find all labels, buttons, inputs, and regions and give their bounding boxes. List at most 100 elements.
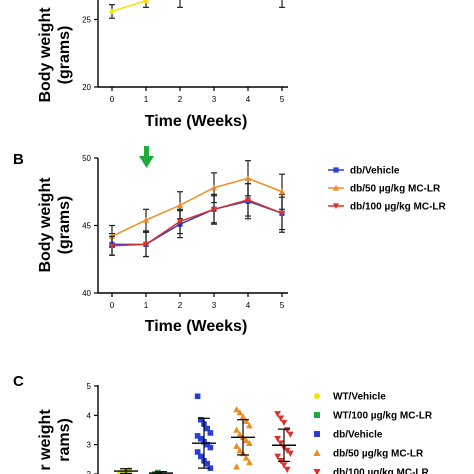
data-point bbox=[198, 436, 204, 442]
data-point bbox=[277, 440, 285, 447]
data-point bbox=[204, 441, 210, 448]
data-point bbox=[283, 466, 291, 473]
data-point bbox=[274, 453, 281, 460]
y-tick-label: 45 bbox=[82, 222, 91, 231]
data-point bbox=[142, 216, 150, 223]
legend-label: WT/Vehicle bbox=[333, 392, 386, 403]
data-point bbox=[287, 431, 294, 438]
y-tick-label: 5 bbox=[87, 382, 92, 391]
legend-item: WT/100 µg/kg MC-LR bbox=[314, 411, 433, 422]
x-tick-label: 4 bbox=[246, 301, 251, 310]
data-point bbox=[246, 439, 253, 446]
data-point bbox=[280, 462, 288, 469]
data-point bbox=[207, 465, 214, 471]
legend-label: db/Vehicle bbox=[333, 430, 383, 441]
data-point bbox=[274, 436, 281, 443]
data-point bbox=[246, 422, 253, 429]
panel-a: Body weight (grams) 20 25 0 1 2 3 4 5 Time (We… bbox=[37, 0, 288, 130]
legend-label: db/50 µg/kg MC-LR bbox=[350, 184, 441, 195]
y-tick-label: 4 bbox=[87, 411, 92, 420]
error-bar bbox=[177, 0, 183, 8]
legend-item: db/100 µg/kg MC-LR bbox=[328, 202, 447, 213]
data-point bbox=[143, 0, 149, 4]
data-point bbox=[287, 450, 294, 457]
data-point bbox=[204, 425, 210, 432]
data-point bbox=[207, 444, 214, 451]
y-tick-label: 2 bbox=[87, 470, 92, 474]
series-line bbox=[111, 0, 147, 13]
x-tick-label: 2 bbox=[178, 301, 183, 310]
legend-marker bbox=[332, 203, 340, 210]
data-point bbox=[236, 409, 244, 416]
y-tick-label: 40 bbox=[82, 289, 91, 298]
data-point bbox=[274, 411, 281, 418]
data-point bbox=[244, 175, 252, 181]
data-point bbox=[242, 454, 250, 461]
x-tick-label: 3 bbox=[212, 301, 217, 310]
legend-item: WT/Vehicle bbox=[314, 392, 386, 403]
data-point bbox=[142, 241, 150, 248]
panel-a-x-title: Time (Weeks) bbox=[145, 113, 248, 130]
legend-marker bbox=[314, 431, 320, 437]
legend-marker bbox=[313, 449, 321, 456]
data-point bbox=[108, 243, 116, 249]
panel-a-y-title-line1: Body weight bbox=[37, 7, 54, 103]
data-point bbox=[242, 417, 250, 424]
legend-marker bbox=[314, 412, 320, 418]
x-tick-label: 1 bbox=[144, 95, 149, 104]
error-bar bbox=[279, 0, 285, 8]
data-point bbox=[198, 416, 204, 423]
x-tick-label: 5 bbox=[280, 301, 285, 310]
panel-c-y-title-line1: r weight bbox=[37, 409, 54, 471]
legend-item: db/50 µg/kg MC-LR bbox=[328, 184, 441, 195]
data-point bbox=[207, 430, 214, 436]
data-point bbox=[210, 184, 218, 191]
legend-item: db/Vehicle bbox=[314, 430, 383, 441]
data-point bbox=[244, 197, 252, 203]
data-point bbox=[239, 413, 247, 420]
series-line bbox=[111, 177, 283, 237]
data-point bbox=[236, 447, 244, 454]
y-tick-label: 3 bbox=[87, 441, 92, 450]
data-point bbox=[176, 202, 184, 208]
legend-item: db/50 µg/kg MC-LR bbox=[313, 449, 424, 460]
series-line bbox=[111, 199, 283, 247]
data-point bbox=[277, 415, 285, 422]
data-point bbox=[280, 419, 288, 427]
legend-label: db/100 µg/kg MC-LR bbox=[350, 202, 447, 213]
legend-marker bbox=[332, 184, 340, 191]
panel-a-y-title-line2: (grams) bbox=[56, 26, 73, 85]
panel-c-y-title-line2: rams) bbox=[56, 418, 73, 462]
x-tick-label: 0 bbox=[110, 95, 115, 104]
data-point bbox=[233, 426, 240, 433]
data-point bbox=[236, 431, 244, 438]
data-point bbox=[194, 433, 201, 439]
x-tick-label: 0 bbox=[110, 301, 115, 310]
y-tick-label: 20 bbox=[82, 83, 91, 92]
legend-item: db/100 µg/kg MC-LR bbox=[313, 468, 430, 474]
data-point bbox=[242, 436, 250, 444]
legend-label: db/Vehicle bbox=[350, 166, 400, 177]
x-tick-label: 2 bbox=[178, 95, 183, 104]
x-tick-label: 1 bbox=[144, 301, 149, 310]
data-point bbox=[233, 463, 240, 470]
panel-c: C r weight rams) 2 3 4 5 WT/Vehicle WT/100 µ… bbox=[13, 373, 433, 474]
y-tick-label: 25 bbox=[82, 16, 91, 25]
mean-sd-bar bbox=[231, 419, 255, 456]
legend-label: db/50 µg/kg MC-LR bbox=[333, 449, 424, 460]
data-point bbox=[194, 393, 201, 400]
data-point bbox=[233, 406, 240, 413]
data-point bbox=[176, 218, 184, 225]
data-point bbox=[278, 210, 286, 217]
panel-b-y-title-line2: (grams) bbox=[56, 196, 73, 255]
panel-b-legend: db/Vehicle db/50 µg/kg MC-LR db/100 µg/kg … bbox=[328, 166, 447, 213]
data-point bbox=[194, 449, 201, 455]
data-point bbox=[109, 8, 115, 14]
x-tick-label: 4 bbox=[246, 95, 251, 104]
data-point bbox=[204, 460, 210, 467]
panel-b-letter: B bbox=[13, 151, 24, 168]
x-tick-label: 3 bbox=[212, 95, 217, 104]
data-point bbox=[233, 442, 240, 449]
